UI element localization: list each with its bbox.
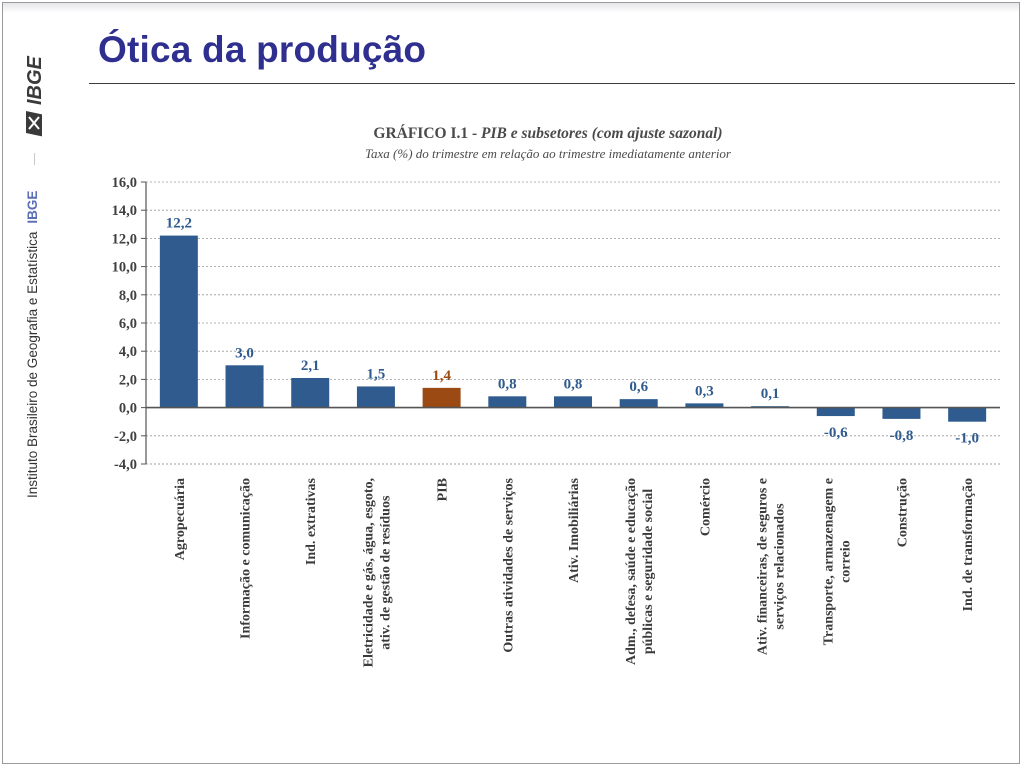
bar [554,396,592,408]
y-tick-label: -2,0 [114,429,137,445]
category-label: Ind. de transformação [961,478,976,611]
bar [422,387,461,408]
bar [356,386,395,408]
data-label: 3,0 [235,345,254,361]
y-tick-label: 6,0 [119,316,137,332]
category-label: Eletricidade e gás, água, esgoto, ativ. d… [361,478,393,667]
category-label-line: Adm., defesa, saúde e educação [624,478,639,665]
axis-layer: 16,0 14,0 12,0 10,0 8,0 6,0 4,0 2,0 0,0 -2,0 -4,0 [112,175,1000,473]
category-label: Ativ. financeiras, de seguros e serviços … [756,478,788,655]
grid-layer [146,181,1000,465]
labels-layer: 12,2 Agropecuária 3,0 Informação e comunica… [166,216,979,668]
bar [225,365,264,408]
bar [882,407,921,419]
y-tick-label: 10,0 [112,260,137,276]
title-rule [89,83,1015,84]
y-tick-label: 12,0 [112,231,137,247]
category-label-line: ativ. de gestão de resíduos [378,495,393,650]
bar [948,407,987,422]
page-title: Ótica da produção [98,29,427,70]
ibge-logo-text: IBGE [24,55,46,105]
category-label-line: Transporte, armazenagem e [821,478,836,645]
data-label: 0,3 [695,383,714,399]
sidebar-divider [34,153,35,165]
category-label: Outras atividades de serviços [501,477,516,652]
category-label-line: Ativ. Imobiliárias [567,477,582,583]
y-tick-label: 2,0 [119,372,137,388]
bar [619,399,658,408]
category-label: Agropecuária [173,478,188,560]
bar [488,396,527,408]
data-label: 0,8 [564,376,583,392]
ibge-emblem-icon [26,111,42,137]
data-label: 1,5 [367,366,386,382]
category-label-line: Outras atividades de serviços [501,477,516,652]
data-label: 1,4 [432,368,451,384]
category-label-line: Agropecuária [173,478,188,560]
category-label: PIB [436,478,451,501]
category-label: Construção [895,478,910,547]
data-label: -0,8 [890,428,914,444]
category-label: Adm., defesa, saúde e educação públicas e… [624,478,656,665]
data-label: 0,8 [498,376,517,392]
y-tick-label: 16,0 [112,175,137,191]
chart-title-italic: PIB e subsetores (com ajuste sazonal) [481,125,723,142]
sidebar: IBGE Instituto Brasileiro de Geografia e… [3,3,65,763]
category-label-line: Comércio [698,478,713,536]
y-tick-label: 14,0 [112,203,137,219]
category-label-line: PIB [436,478,451,501]
bars-layer [159,235,987,422]
category-label: Comércio [698,478,713,536]
category-label: Ind. extrativas [304,477,319,565]
data-label: -0,6 [824,425,848,441]
category-label-line: serviços relacionados [773,503,788,630]
data-label: 0,1 [761,386,780,402]
category-label-line: Construção [895,478,910,547]
data-label: -1,0 [955,431,979,447]
category-label-line: Ind. extrativas [304,477,319,565]
category-label-line: públicas e seguridade social [641,489,656,654]
chart-subtitle: Taxa (%) do trimestre em relação ao trim… [365,146,732,161]
data-label: 12,2 [166,216,192,232]
bar [291,377,330,408]
category-label-line: Eletricidade e gás, água, esgoto, [361,478,376,667]
category-label: Transporte, armazenagem e correio [821,478,853,645]
y-tick-label: -4,0 [114,457,137,473]
category-label-line: correio [838,540,853,583]
y-tick-label: 0,0 [119,401,137,417]
data-label: 0,6 [629,379,648,395]
category-label-line: Ativ. financeiras, de seguros e [756,478,771,655]
category-label-line: Ind. de transformação [961,478,976,611]
ibge-logo: IBGE [24,55,46,137]
category-label-line: Informação e comunicação [239,478,254,639]
bar [685,403,724,408]
top-band [3,3,1019,13]
data-label: 2,1 [301,358,320,374]
y-tick-label: 8,0 [119,288,137,304]
bar [816,407,855,417]
chart-title: GRÁFICO I.1 - PIB e subsetores (com ajus… [373,125,722,142]
category-label: Informação e comunicação [239,478,254,639]
y-tick-label: 4,0 [119,344,137,360]
category-label: Ativ. Imobiliárias [567,477,582,583]
bar [159,235,198,408]
